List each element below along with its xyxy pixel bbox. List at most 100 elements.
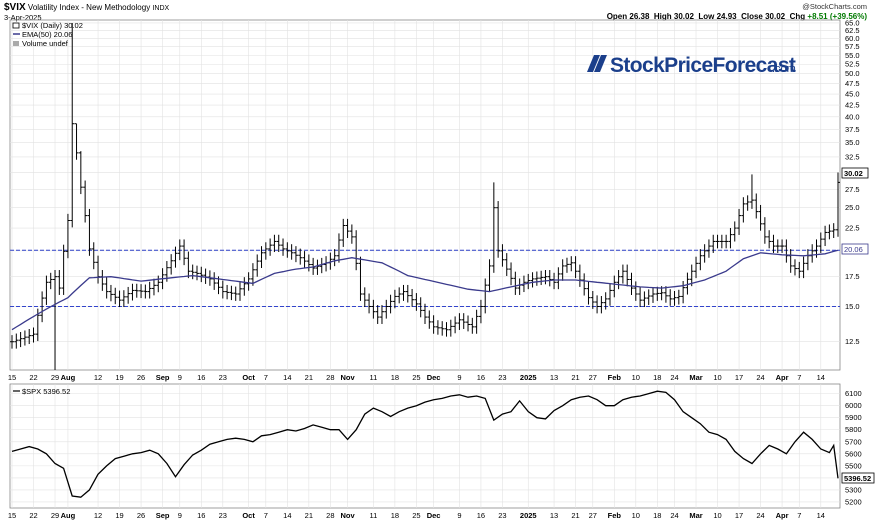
spx-line-layer [11,390,839,498]
vix-y-tick-label: 25.0 [845,203,860,212]
chart-description: Volatility Index - New Methodology [27,3,151,12]
spx-x-tick-label: 23 [219,511,227,520]
vix-y-tick-label: 65.0 [845,18,860,27]
vix-y-tick-label: 47.5 [845,79,860,88]
vix-last-price-tag: 30.02 [841,167,869,179]
spx-x-tick-label: Apr [776,511,789,520]
vix-x-tick-label: 10 [713,373,721,382]
reference-lines [10,249,840,307]
spx-y-tick-label: 5700 [845,437,862,446]
vix-y-tick-label: 12.5 [845,337,860,346]
vix-legend-swatch [12,22,20,29]
chart-symbol: $VIX [4,2,26,13]
vix-x-tick-label: 17 [735,373,743,382]
ema50-line [11,249,839,331]
ema-last-value-tag: 20.06 [841,243,869,255]
spx-x-tick-label: Nov [340,511,355,520]
vix-x-tick-label: 23 [219,373,227,382]
spx-x-tick-label: Sep [156,511,170,520]
spx-y-tick-label: 5200 [845,497,862,506]
spx-x-tick-label: 13 [550,511,558,520]
vix-y-tick-label: 17.5 [845,272,860,281]
spx-x-tick-label: 22 [29,511,37,520]
quote-line: Open 26.38 High 30.02 Low 24.93 Close 30… [607,12,867,21]
ema-line [11,249,839,331]
stockpriceforecast-logo: StockPriceForecast .com [587,54,797,77]
spx-x-tick-label: 11 [369,511,377,520]
spx-x-tick-label: Oct [242,511,255,520]
spx-x-tick-label: 7 [264,511,268,520]
vix-x-tick-label: 7 [797,373,801,382]
vix-x-tick-label: 19 [115,373,123,382]
spx-x-tick-label: Feb [608,511,622,520]
vix-x-tick-label: 13 [550,373,558,382]
spx-last-value-tag: 5396.52 [841,472,875,484]
high-label: High [653,12,672,21]
watermark: @StockCharts.com [802,2,867,11]
vix-y-tick-label: 55.0 [845,51,860,60]
spx-x-tick-label: 16 [477,511,485,520]
vix-y-tick-label: 37.5 [845,125,860,134]
ema-last-value-label: 20.06 [844,245,863,254]
close-label: Close [741,12,763,21]
vix-panel-frame [9,19,841,371]
open-value: 26.38 [629,12,650,21]
vix-x-tick-label: Feb [608,373,622,382]
vix-y-tick-label: 22.5 [845,224,860,233]
spx-x-tick-label: 28 [326,511,334,520]
vix-x-tick-label: Mar [689,373,702,382]
spx-x-tick-label: 15 [8,511,16,520]
spx-x-tick-label: 27 [589,511,597,520]
vix-x-tick-label: 10 [632,373,640,382]
close-value: 30.02 [765,12,786,21]
vix-x-tick-label: 14 [283,373,291,382]
grid [10,20,840,508]
vix-x-tick-label: 24 [670,373,678,382]
vix-x-tick-label: Apr [776,373,789,382]
vix-x-tick-label: 9 [178,373,182,382]
low-label: Low [698,12,715,21]
vix-x-tick-label: 15 [8,373,16,382]
vix-x-tick-label: 21 [305,373,313,382]
vix-x-tick-label: 23 [498,373,506,382]
volume-legend-swatch [13,41,19,46]
logo-brand: StockPriceForecast [610,54,796,77]
spx-line [11,390,839,498]
low-value: 24.93 [716,12,737,21]
vix-x-tick-label: 29 [51,373,59,382]
spx-legend-label: $SPX 5396.52 [22,387,70,396]
vix-x-tick-label: Dec [427,373,441,382]
spx-x-tick-label: Aug [61,511,76,520]
vix-y-tick-label: 45.0 [845,90,860,99]
spx-x-tick-label: 24 [756,511,764,520]
axes: 151522222929AugAug121219192626SepSep9916… [8,18,862,520]
chg-value: +8.51 (+39.56%) [807,12,867,21]
vix-y-tick-label: 40.0 [845,112,860,121]
spx-x-tick-label: 18 [653,511,661,520]
vix-x-tick-label: 27 [589,373,597,382]
spx-x-tick-label: 26 [137,511,145,520]
spx-x-tick-label: 23 [498,511,506,520]
vix-y-tick-label: 15.0 [845,302,860,311]
volume-legend-label: Volume undef [22,39,69,48]
vix-x-tick-label: 12 [94,373,102,382]
spx-x-tick-label: 9 [457,511,461,520]
spx-y-tick-label: 5800 [845,425,862,434]
vix-x-tick-label: Nov [340,373,355,382]
chart-exchange: INDX [152,5,170,12]
spx-x-tick-label: 24 [670,511,678,520]
vix-x-tick-label: 28 [326,373,334,382]
vix-y-tick-label: 32.5 [845,152,860,161]
spx-x-tick-label: 16 [197,511,205,520]
vix-y-tick-label: 60.0 [845,34,860,43]
spx-x-tick-label: 14 [283,511,291,520]
spx-x-tick-label: 2025 [520,511,537,520]
vix-y-tick-label: 35.0 [845,138,860,147]
spx-y-tick-label: 5900 [845,413,862,422]
spx-x-tick-label: 21 [305,511,313,520]
spx-x-tick-label: 12 [94,511,102,520]
spx-y-tick-label: 5500 [845,461,862,470]
vix-x-tick-label: 21 [571,373,579,382]
vix-x-tick-label: 2025 [520,373,537,382]
